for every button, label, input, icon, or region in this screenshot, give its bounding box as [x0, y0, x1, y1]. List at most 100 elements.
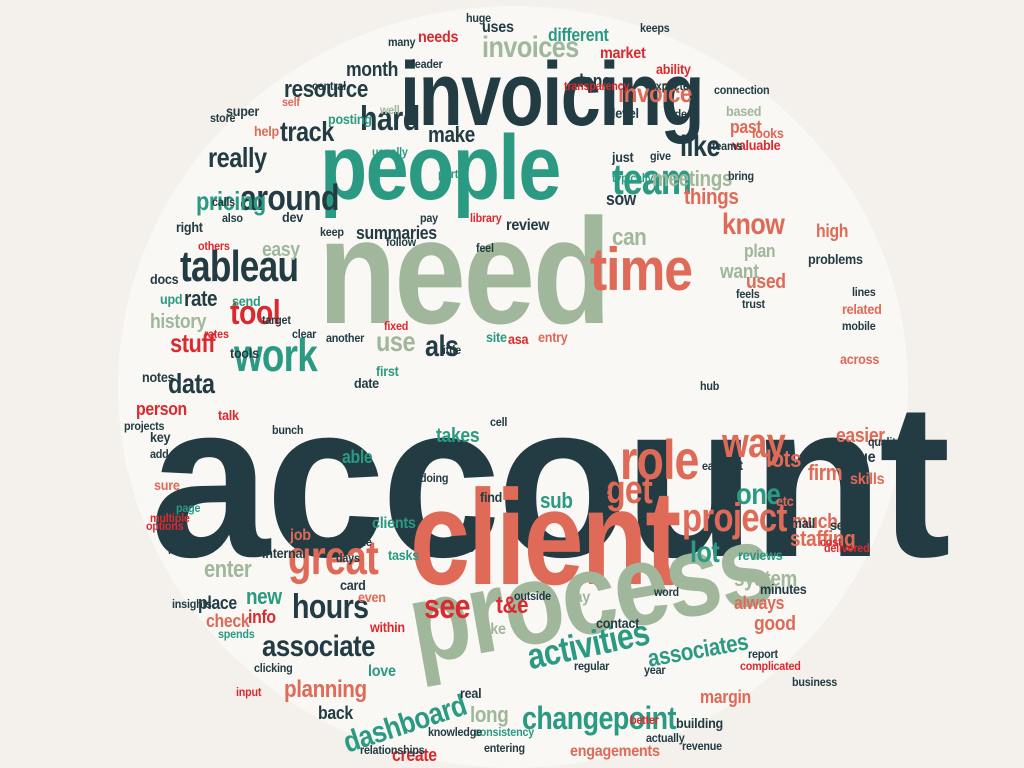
word-pay: pay: [420, 211, 438, 225]
word-send: send: [232, 293, 261, 309]
word-input: input: [236, 685, 262, 699]
word-people: people: [320, 117, 561, 219]
word-building: building: [676, 715, 723, 731]
word-client: client: [410, 462, 681, 613]
word-leader: leader: [412, 57, 443, 71]
word-side: side: [666, 107, 687, 121]
word-find: find: [480, 489, 503, 505]
word-t-e: t&e: [496, 592, 529, 619]
word-hours: hours: [292, 588, 369, 626]
word-others: others: [198, 239, 230, 253]
word-real: real: [460, 685, 482, 701]
word-place: place: [198, 593, 237, 613]
word-cell: cell: [490, 415, 508, 429]
word-sure: sure: [154, 477, 180, 493]
word-see: see: [424, 588, 471, 626]
word-trust: trust: [742, 297, 765, 311]
word-tool: tool: [230, 294, 281, 332]
word-well: well: [380, 103, 400, 117]
word-project: project: [682, 496, 787, 540]
word-looks: looks: [752, 125, 784, 141]
word-lines: lines: [852, 285, 876, 299]
word-entering: entering: [484, 741, 525, 755]
word-etc: etc: [776, 493, 794, 509]
word-good: good: [754, 613, 796, 635]
word-transparency: transparency: [564, 79, 630, 93]
word-engagements: engagements: [570, 743, 660, 760]
word-invoicing: invoicing: [400, 45, 705, 145]
word-stuff: stuff: [170, 328, 216, 358]
word-across: across: [840, 351, 880, 367]
word-add: add: [150, 447, 169, 461]
word-delivered: delivered: [824, 541, 870, 555]
word-always: always: [734, 593, 785, 613]
word-check: check: [206, 611, 250, 631]
word-entry: entry: [538, 329, 568, 345]
word-date: date: [354, 375, 379, 391]
word-really: really: [208, 142, 267, 173]
word-tools: tools: [230, 345, 259, 361]
word-track: track: [280, 116, 334, 147]
word-knowledge: knowledge: [428, 725, 482, 739]
word-within: within: [370, 619, 405, 635]
word-related: related: [842, 301, 882, 317]
word-notes: notes: [142, 369, 175, 385]
word-cloud-disc: [118, 6, 908, 768]
word-reviews: reviews: [738, 547, 783, 563]
word-enter: enter: [204, 556, 252, 583]
word-clients: clients: [372, 515, 416, 532]
word-day: day: [566, 589, 590, 606]
word-like: like: [680, 130, 721, 163]
word-ability: ability: [656, 61, 691, 77]
word-business: business: [792, 675, 838, 689]
word-minutes: minutes: [760, 581, 807, 597]
word-want: want: [720, 261, 759, 283]
word-email: email: [784, 515, 815, 531]
word-report: report: [748, 647, 778, 661]
word-made: made: [174, 537, 202, 551]
word-lots: lots: [766, 446, 802, 473]
word-key: key: [150, 429, 171, 445]
word-easier: easier: [836, 425, 885, 447]
word-page: page: [176, 501, 201, 515]
word-first: first: [376, 363, 399, 379]
word-options: options: [146, 519, 184, 533]
word-docs: docs: [150, 271, 179, 287]
word-needs: needs: [418, 29, 459, 46]
word-posting: posting: [328, 111, 372, 127]
word-keeps: keeps: [640, 21, 670, 35]
word-site: site: [486, 329, 507, 345]
word-need: need: [318, 187, 611, 355]
word-back: back: [318, 703, 353, 723]
word-mobile: mobile: [842, 319, 876, 333]
word-even: even: [358, 589, 386, 605]
word-data: data: [168, 368, 215, 399]
word-cost: cost: [820, 535, 842, 549]
word-account: account: [150, 357, 951, 603]
word-get: get: [606, 468, 653, 512]
word-library: library: [470, 211, 502, 225]
word-search: search: [830, 517, 870, 533]
word-huge: huge: [466, 11, 491, 25]
word-much: much: [792, 511, 838, 533]
word-long: long: [470, 702, 509, 727]
word-just: just: [612, 149, 634, 165]
word-outside: outside: [514, 589, 551, 603]
word-talk: talk: [218, 407, 239, 423]
word-job: job: [290, 527, 311, 544]
word-rate: rate: [184, 286, 218, 311]
word-right: right: [176, 219, 203, 235]
word-high: high: [816, 221, 849, 241]
word-usually: usually: [372, 145, 408, 159]
word-summaries: summaries: [356, 223, 437, 243]
word-new: new: [246, 584, 282, 609]
word-love: love: [368, 663, 396, 680]
word-level: level: [612, 105, 639, 121]
word-help: help: [254, 123, 279, 139]
word-year: year: [644, 663, 666, 677]
word-many: many: [388, 35, 416, 49]
word-around: around: [240, 177, 339, 218]
word-bunch: bunch: [272, 423, 304, 437]
word-hub: hub: [700, 379, 720, 393]
